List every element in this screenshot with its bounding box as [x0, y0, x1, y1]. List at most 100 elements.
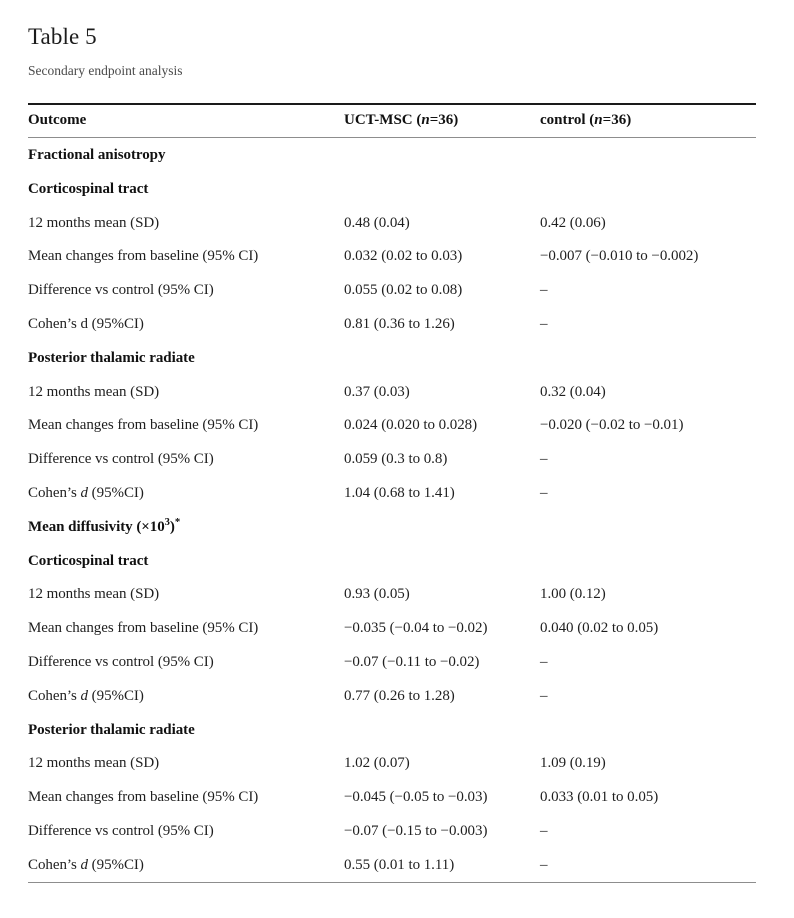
table-row: Difference vs control (95% CI) −0.07 (−0.… [28, 814, 756, 848]
cell-value: 0.48 (0.04) [344, 214, 410, 231]
outcome-label: Difference vs control (95% CI) [28, 822, 214, 839]
cell-outcome: Mean changes from baseline (95% CI) [28, 612, 344, 646]
exponent-3: 3 [164, 516, 170, 528]
cell-outcome: Mean diffusivity (×103)* [28, 510, 344, 544]
table-row: 12 months mean (SD) 0.37 (0.03) 0.32 (0.04… [28, 375, 756, 409]
italic-d: d [80, 856, 89, 873]
cell-treatment: 1.02 (0.07) [344, 747, 540, 781]
cell-control [540, 510, 756, 544]
table-section-row: Posterior thalamic radiate [28, 341, 756, 375]
column-header-outcome: Outcome [28, 103, 344, 139]
cell-outcome: Cohen’s d (95%CI) [28, 307, 344, 341]
cell-treatment: 0.055 (0.02 to 0.08) [344, 274, 540, 308]
table-number: Table 5 [28, 24, 97, 49]
cell-value: 0.024 (0.020 to 0.028) [344, 417, 478, 434]
cell-control: – [540, 848, 756, 884]
table-row: Difference vs control (95% CI) −0.07 (−0.… [28, 645, 756, 679]
outcome-label: 12 months mean (SD) [28, 755, 160, 772]
cell-outcome: Cohen’s d (95%CI) [28, 679, 344, 713]
italic-n: n [421, 112, 430, 129]
table-section-row: Fractional anisotropy [28, 138, 756, 172]
italic-d: d [80, 687, 89, 704]
outcome-label: Corticospinal tract [28, 180, 149, 197]
column-header-outcome-label: Outcome [28, 112, 87, 129]
cell-value: −0.045 (−0.05 to −0.03) [344, 789, 488, 806]
footnote-asterisk: * [174, 515, 181, 528]
cell-control [540, 544, 756, 578]
cell-control: 1.00 (0.12) [540, 578, 756, 612]
cell-value: 1.09 (0.19) [540, 755, 606, 772]
cell-outcome: Mean changes from baseline (95% CI) [28, 409, 344, 443]
cell-value: 0.42 (0.06) [540, 214, 606, 231]
cell-control: 0.033 (0.01 to 0.05) [540, 781, 756, 815]
cell-value: – [540, 451, 548, 468]
cell-control: – [540, 679, 756, 713]
table-row: Cohen’s d (95%CI) 0.77 (0.26 to 1.28) – [28, 679, 756, 713]
cell-outcome: 12 months mean (SD) [28, 578, 344, 612]
cell-value: – [540, 687, 548, 704]
cell-treatment: −0.045 (−0.05 to −0.03) [344, 781, 540, 815]
outcome-label: Mean changes from baseline (95% CI) [28, 248, 259, 265]
cell-control: −0.020 (−0.02 to −0.01) [540, 409, 756, 443]
cell-treatment: 0.81 (0.36 to 1.26) [344, 307, 540, 341]
cell-treatment: −0.035 (−0.04 to −0.02) [344, 612, 540, 646]
cell-control: 1.09 (0.19) [540, 747, 756, 781]
table-row: Cohen’s d (95%CI) 1.04 (0.68 to 1.41) – [28, 476, 756, 510]
column-header-treatment-label: UCT-MSC (n=36) [344, 112, 459, 129]
cell-outcome: Posterior thalamic radiate [28, 341, 344, 375]
cell-control: 0.32 (0.04) [540, 375, 756, 409]
cell-treatment: −0.07 (−0.15 to −0.003) [344, 814, 540, 848]
outcome-label: Difference vs control (95% CI) [28, 282, 214, 299]
cell-outcome: 12 months mean (SD) [28, 375, 344, 409]
cell-control [540, 713, 756, 747]
column-header-control: control (n=36) [540, 103, 756, 139]
cell-value: 1.02 (0.07) [344, 755, 410, 772]
outcome-label: Mean changes from baseline (95% CI) [28, 620, 259, 637]
cell-treatment: 0.024 (0.020 to 0.028) [344, 409, 540, 443]
table-row: Mean changes from baseline (95% CI) −0.04… [28, 781, 756, 815]
cell-value: – [540, 822, 548, 839]
table-row: Mean changes from baseline (95% CI) 0.032… [28, 240, 756, 274]
outcome-label: 12 months mean (SD) [28, 383, 160, 400]
table-section-row: Corticospinal tract [28, 172, 756, 206]
column-header-treatment: UCT-MSC (n=36) [344, 103, 540, 139]
cell-outcome: Fractional anisotropy [28, 138, 344, 172]
cell-value: – [540, 484, 548, 501]
table-caption: Table 5 Secondary endpoint analysis [28, 0, 766, 79]
cell-value: −0.07 (−0.11 to −0.02) [344, 653, 480, 670]
outcome-label: Cohen’s d (95%CI) [28, 856, 144, 873]
cell-outcome: Difference vs control (95% CI) [28, 645, 344, 679]
cell-control: – [540, 645, 756, 679]
cell-value: 0.55 (0.01 to 1.11) [344, 856, 455, 873]
outcome-label: 12 months mean (SD) [28, 214, 160, 231]
cell-value: −0.07 (−0.15 to −0.003) [344, 822, 488, 839]
outcome-label: Mean changes from baseline (95% CI) [28, 417, 259, 434]
outcome-label: Posterior thalamic radiate [28, 721, 195, 738]
outcome-label: Cohen’s d (95%CI) [28, 484, 144, 501]
cell-control [540, 172, 756, 206]
outcome-label: Corticospinal tract [28, 552, 149, 569]
outcome-label: Difference vs control (95% CI) [28, 451, 214, 468]
table-body: Fractional anisotropy Corticospinal tract… [28, 138, 756, 884]
cell-treatment: 0.032 (0.02 to 0.03) [344, 240, 540, 274]
cell-treatment [344, 341, 540, 375]
cell-value: – [540, 856, 548, 873]
outcome-label: Fractional anisotropy [28, 147, 166, 163]
cell-treatment: −0.07 (−0.11 to −0.02) [344, 645, 540, 679]
cell-value: 0.32 (0.04) [540, 383, 606, 400]
cell-treatment [344, 172, 540, 206]
italic-d: d [80, 484, 89, 501]
table-row: Cohen’s d (95%CI) 0.55 (0.01 to 1.11) – [28, 848, 756, 884]
cell-treatment [344, 138, 540, 172]
cell-value: 0.77 (0.26 to 1.28) [344, 687, 455, 704]
cell-outcome: Corticospinal tract [28, 172, 344, 206]
cell-value: 0.93 (0.05) [344, 586, 410, 603]
cell-treatment: 0.93 (0.05) [344, 578, 540, 612]
table-section-row: Mean diffusivity (×103)* [28, 510, 756, 544]
table-section-row: Posterior thalamic radiate [28, 713, 756, 747]
table-header-row: Outcome UCT-MSC (n=36) control (n=36) [28, 103, 756, 139]
cell-value: – [540, 282, 548, 299]
cell-treatment: 0.48 (0.04) [344, 206, 540, 240]
cell-control [540, 341, 756, 375]
